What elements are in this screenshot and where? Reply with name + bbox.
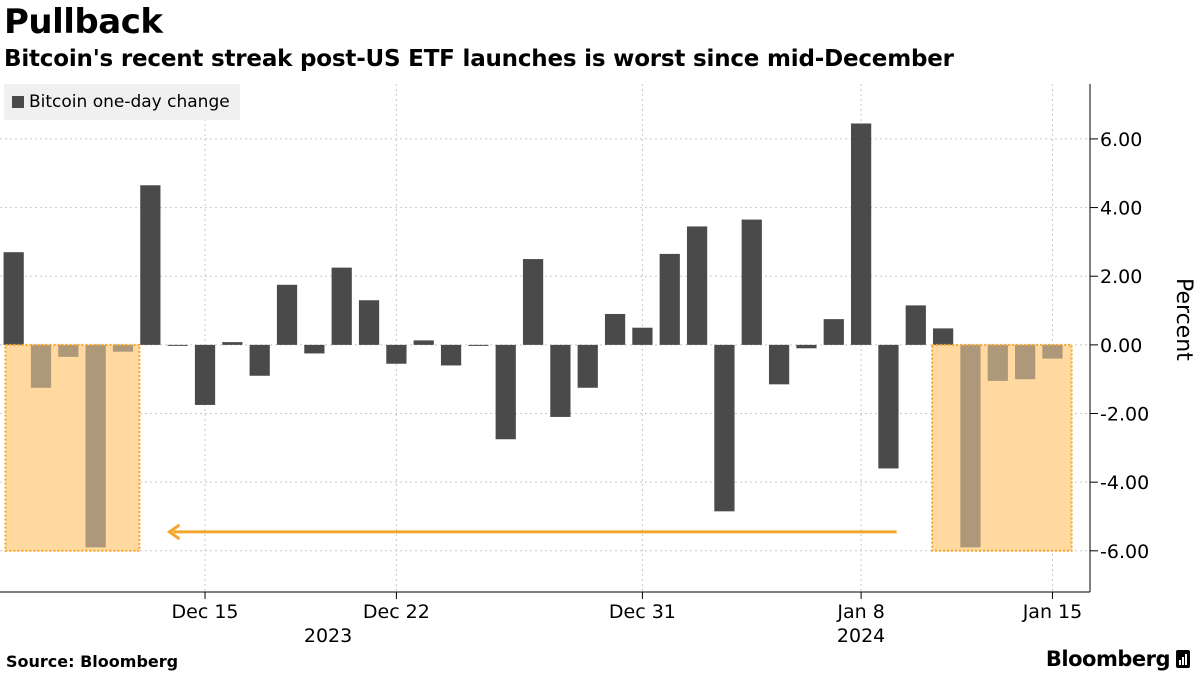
y-tick-label: -4.00 — [1100, 472, 1149, 494]
bar — [850, 123, 872, 345]
highlight-border — [931, 343, 1073, 552]
bar — [167, 344, 188, 346]
bar — [304, 344, 325, 354]
x-year-label: 2023 — [304, 625, 352, 647]
legend: Bitcoin one-day change — [4, 84, 240, 120]
bar — [440, 344, 462, 366]
bar — [550, 344, 571, 417]
bar — [577, 344, 598, 388]
y-tick-label: 4.00 — [1100, 198, 1142, 220]
bar — [714, 344, 735, 512]
y-tick-label: 6.00 — [1100, 129, 1142, 151]
bar — [659, 253, 680, 345]
x-tick-label: Dec 15 — [172, 601, 239, 623]
bloomberg-wordmark: Bloomberg — [1045, 647, 1171, 671]
axes: 6.00 4.00 2.00 0.00 -2.00 -4.00 -6.00 Percent De… — [0, 84, 1196, 647]
bars — [3, 123, 1063, 548]
y-tick-label: 0.00 — [1100, 335, 1142, 357]
bar — [495, 344, 516, 440]
x-tick-label: Dec 31 — [609, 601, 676, 623]
bar — [140, 185, 161, 345]
bar — [386, 344, 407, 364]
highlight-overlay — [932, 344, 1072, 551]
bar — [413, 340, 434, 345]
bar — [604, 313, 626, 345]
bar — [331, 267, 352, 345]
bar — [768, 344, 790, 385]
y-tick-label: -6.00 — [1100, 541, 1149, 563]
chart-title: Pullback — [4, 2, 163, 42]
bar — [276, 284, 298, 345]
highlight-overlays — [4, 343, 1073, 552]
bar — [222, 342, 243, 345]
x-tick-label: Jan 8 — [836, 601, 884, 623]
highlight-overlay — [5, 344, 140, 551]
legend-swatch — [12, 96, 24, 108]
bar — [905, 305, 926, 345]
highlight-boxes — [5, 344, 1072, 551]
bar — [686, 226, 708, 345]
source-note: Source: Bloomberg — [6, 652, 179, 671]
bloomberg-logo: Bloomberg — [1046, 647, 1190, 671]
bar — [823, 319, 844, 345]
y-tick-label: 2.00 — [1100, 266, 1142, 288]
y-tick-label: -2.00 — [1100, 404, 1149, 426]
bar — [249, 344, 270, 376]
x-tick-label: Dec 22 — [363, 601, 430, 623]
x-year-label: 2024 — [837, 625, 885, 647]
bar — [741, 219, 762, 345]
bar — [468, 344, 489, 346]
bar — [933, 328, 954, 345]
chart-subtitle: Bitcoin's recent streak post-US ETF laun… — [4, 46, 954, 72]
bar — [358, 300, 380, 345]
x-tick-label: Jan 15 — [1022, 601, 1083, 623]
bar — [194, 344, 216, 405]
bar — [522, 259, 544, 345]
bar — [796, 344, 817, 349]
bar — [878, 344, 899, 469]
y-axis-title: Percent — [1171, 278, 1196, 361]
legend-label: Bitcoin one-day change — [29, 92, 230, 112]
highlight-border — [4, 343, 141, 552]
bar — [632, 327, 653, 345]
arrow-head — [166, 523, 181, 541]
arrow — [166, 523, 897, 541]
bloomberg-terminal-icon — [1176, 650, 1190, 668]
bar — [3, 252, 24, 345]
